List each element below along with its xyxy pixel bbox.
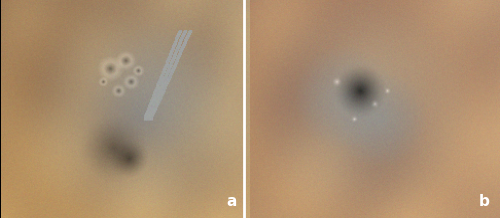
Text: b: b (478, 194, 490, 209)
Text: a: a (226, 194, 237, 209)
